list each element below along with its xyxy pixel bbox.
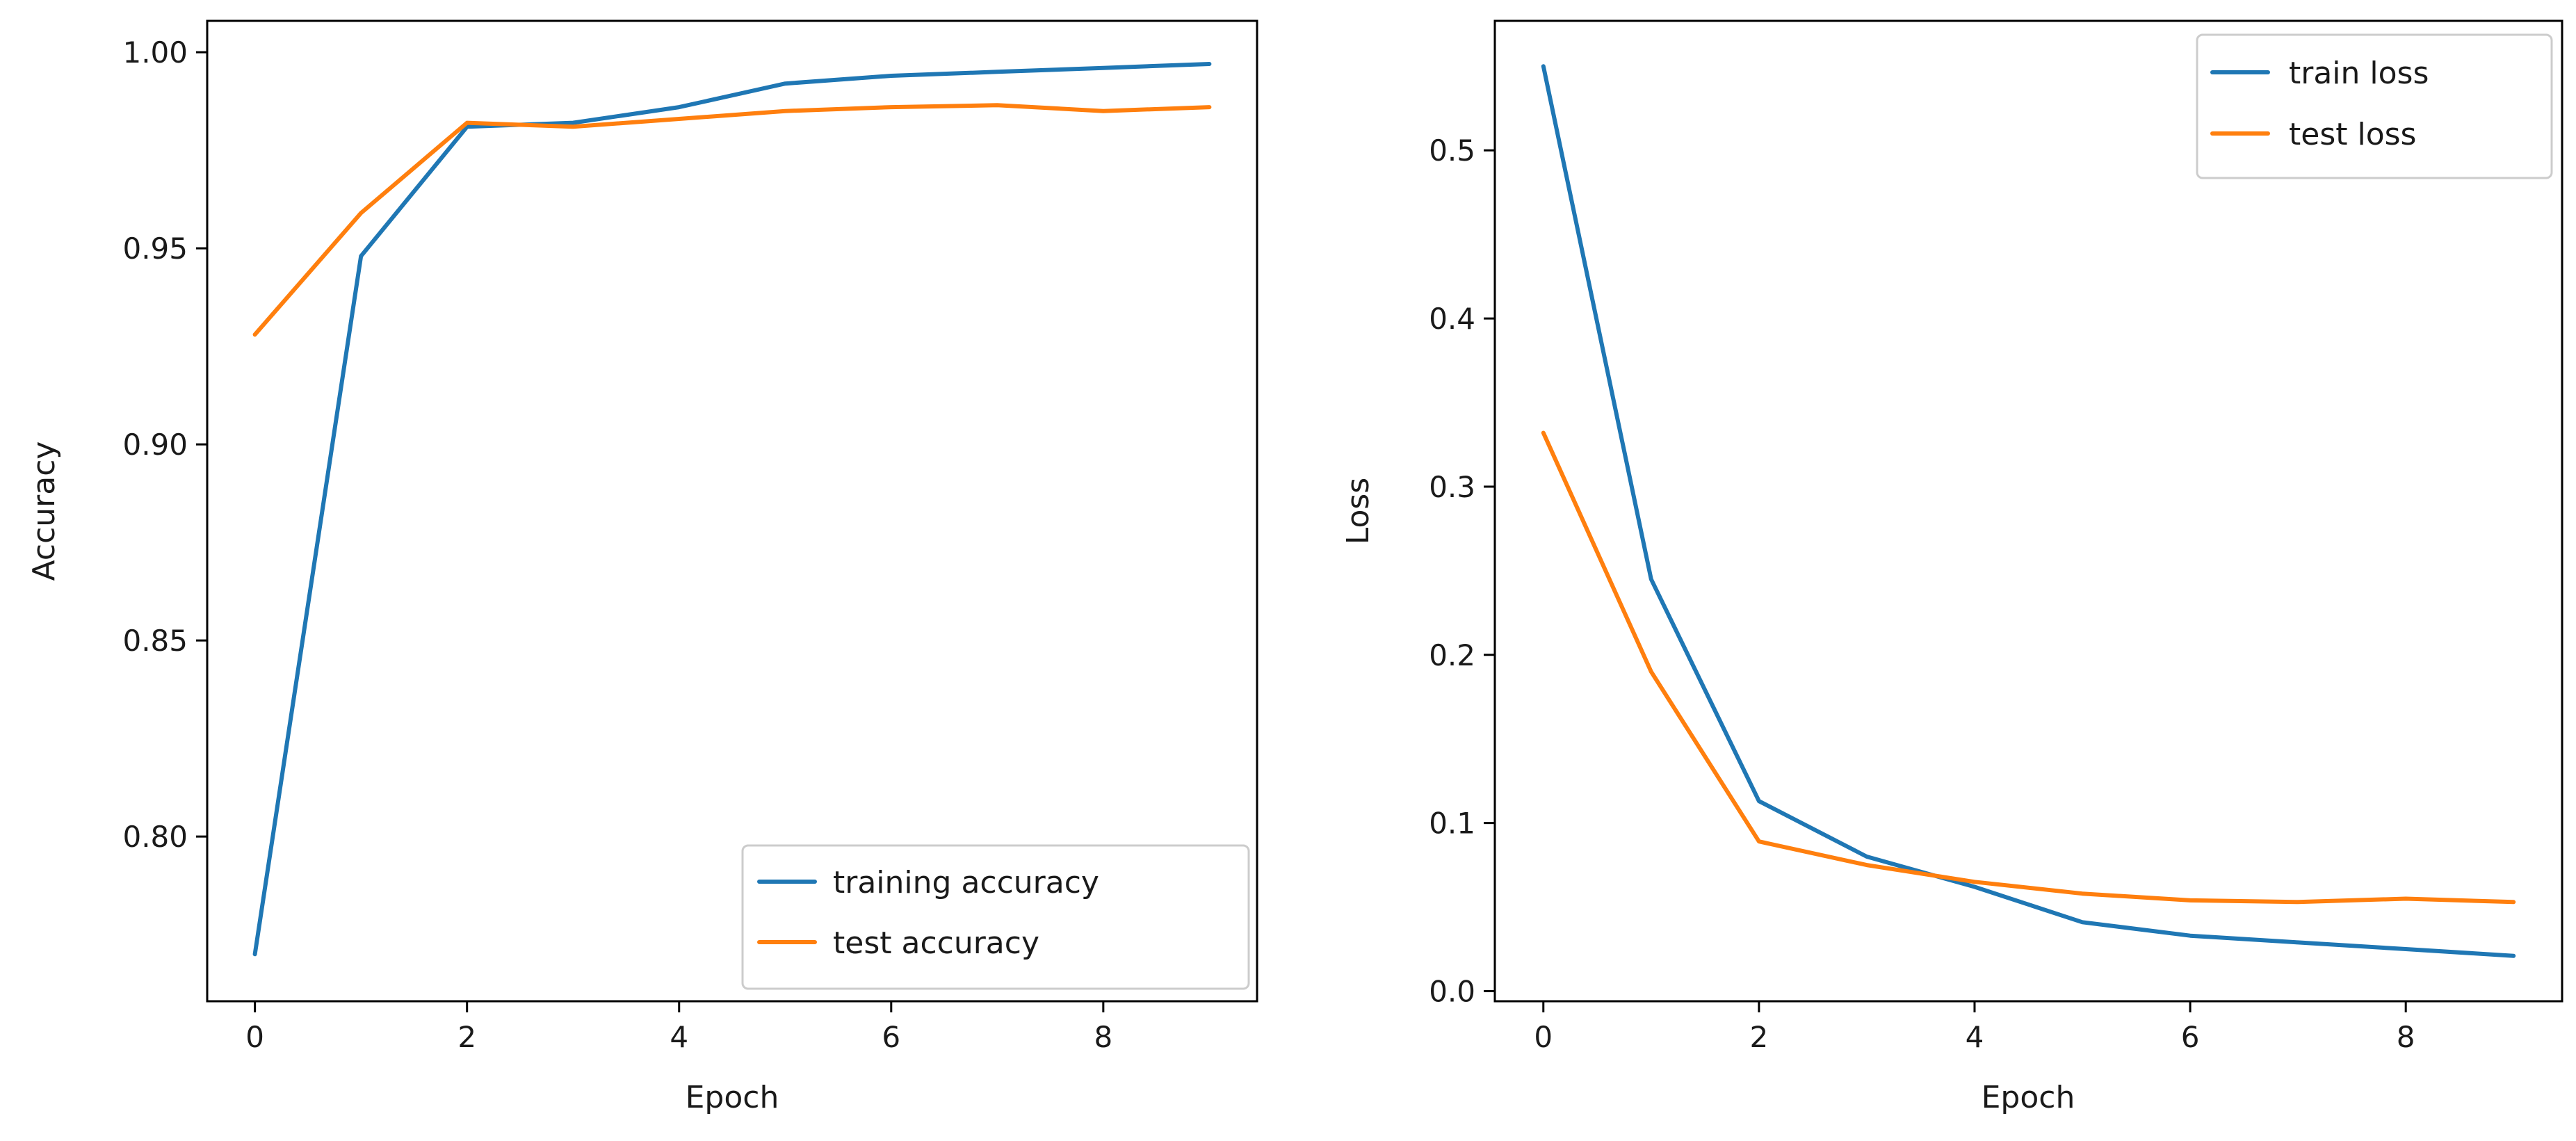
loss-y-tick-label-4: 0.4 <box>1429 302 1475 336</box>
loss-legend-box <box>2196 33 2553 179</box>
loss-x-tick-label-2: 4 <box>1966 1020 1984 1054</box>
accuracy-legend-box <box>741 844 1250 990</box>
loss-y-axis-label: Loss <box>1340 478 1376 545</box>
legend-label-training-accuracy: training accuracy <box>833 865 1099 900</box>
accuracy-y-tick-label-4: 1.00 <box>122 35 188 70</box>
accuracy-y-tick-label-2: 0.90 <box>122 428 188 462</box>
series-line-test-accuracy <box>252 103 1212 337</box>
accuracy-y-axis-label: Accuracy <box>26 442 62 581</box>
loss-y-tick-label-1: 0.1 <box>1429 807 1475 841</box>
loss-plot-area <box>1493 19 2563 1003</box>
series-line-test-loss <box>1541 430 2516 905</box>
loss-x-tick-label-4: 8 <box>2397 1020 2415 1054</box>
loss-y-tick-label-2: 0.2 <box>1429 638 1475 672</box>
accuracy-y-tick-label-0: 0.80 <box>122 820 188 854</box>
loss-legend: train loss test loss <box>2196 33 2553 179</box>
series-line-train-loss <box>1541 64 2516 958</box>
loss-x-tick-label-0: 0 <box>1534 1020 1553 1054</box>
legend-label-test-loss: test loss <box>2289 117 2416 152</box>
accuracy-chart-panel: 0 2 4 6 8 0.80 0.85 0.90 0.95 1.00 Epoch Accuracy… <box>26 19 1258 1115</box>
accuracy-x-axis-label: Epoch <box>686 1080 779 1115</box>
loss-y-tick-label-0: 0.0 <box>1429 974 1475 1008</box>
legend-label-train-loss: train loss <box>2289 56 2429 91</box>
loss-ticks: 0 2 4 6 8 0.0 0.1 0.2 0.3 0.4 0.5 <box>1429 133 2415 1054</box>
loss-series-lines <box>1541 64 2516 958</box>
accuracy-plot-area <box>206 19 1258 1003</box>
accuracy-y-tick-label-3: 0.95 <box>122 232 188 266</box>
accuracy-y-tick-label-1: 0.85 <box>122 624 188 658</box>
accuracy-x-tick-label-4: 8 <box>1094 1020 1112 1054</box>
accuracy-x-tick-label-1: 2 <box>457 1020 476 1054</box>
accuracy-x-tick-label-3: 6 <box>882 1020 900 1054</box>
accuracy-series-lines <box>252 62 1212 957</box>
loss-chart-panel: 0 2 4 6 8 0.0 0.1 0.2 0.3 0.4 0.5 Epoch Loss train… <box>1340 19 2563 1115</box>
loss-x-axis-label: Epoch <box>1982 1080 2075 1115</box>
loss-x-tick-label-1: 2 <box>1750 1020 1769 1054</box>
accuracy-legend: training accuracy test accuracy <box>741 844 1250 990</box>
loss-y-tick-label-3: 0.3 <box>1429 470 1475 504</box>
accuracy-x-tick-label-2: 4 <box>670 1020 688 1054</box>
series-line-training-accuracy <box>252 62 1212 957</box>
accuracy-x-tick-label-0: 0 <box>245 1020 264 1054</box>
loss-y-tick-label-5: 0.5 <box>1429 133 1475 168</box>
legend-label-test-accuracy: test accuracy <box>833 925 1039 961</box>
loss-x-tick-label-3: 6 <box>2181 1020 2200 1054</box>
accuracy-ticks: 0 2 4 6 8 0.80 0.85 0.90 0.95 1.00 <box>122 35 1112 1054</box>
